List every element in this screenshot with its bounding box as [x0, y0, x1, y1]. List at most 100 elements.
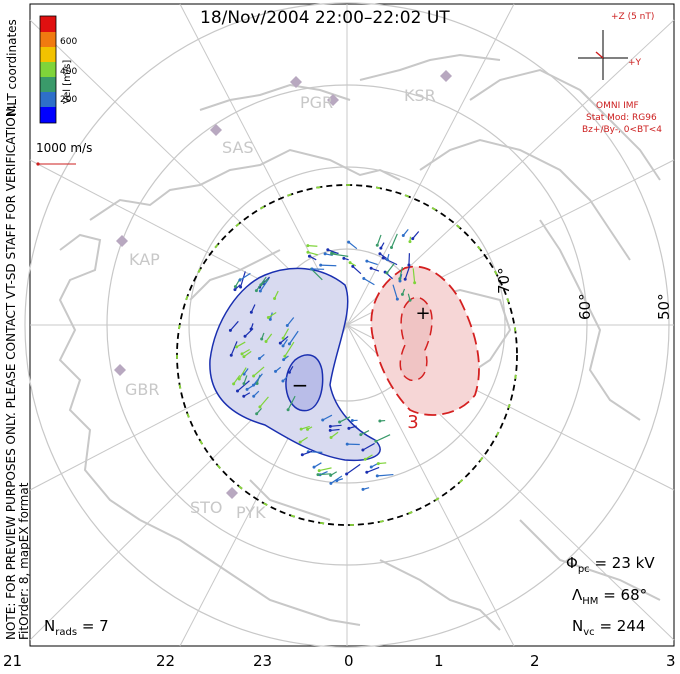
velocity-vector-origin: [235, 345, 239, 349]
velocity-vector: [286, 317, 295, 326]
velocity-vector-origin: [255, 381, 259, 385]
velocity-vector-origin: [401, 234, 405, 238]
velocity-vector: [399, 266, 403, 279]
velocity-vector: [260, 278, 269, 286]
velocity-vector-origin: [258, 405, 262, 409]
velocity-vector-origin: [329, 473, 333, 477]
velocity-vector-origin: [252, 374, 256, 378]
positive-potential-cell: + 3: [370, 265, 480, 433]
velocity-vector-origin: [329, 435, 333, 439]
velocity-vector-origin: [249, 310, 253, 314]
latitude-label-50: 50°: [655, 293, 673, 320]
coastlines: [58, 53, 661, 631]
velocity-vector: [259, 396, 269, 408]
velocity-vector-origin: [307, 254, 311, 258]
velocity-vector-origin: [287, 342, 291, 346]
velocity-vector: [311, 268, 323, 281]
velocity-vector-origin: [398, 277, 402, 281]
heppner-maynard-boundary: [176, 184, 518, 526]
velocity-vector: [320, 264, 337, 267]
velocity-vector-origin: [306, 244, 310, 248]
velocity-vector-origin: [347, 240, 351, 244]
velocity-vector-origin: [350, 419, 354, 423]
velocity-vector: [319, 467, 332, 472]
mlt-label-2: 2: [530, 652, 540, 670]
phi-value: = 23 kV: [594, 554, 655, 572]
velocity-vector-origin: [365, 470, 369, 474]
coordinates-label: MLT coordinates: [5, 19, 19, 116]
station-marker-pgr: [327, 94, 339, 106]
velocity-vector: [239, 272, 251, 281]
velocity-vector-origin: [326, 248, 330, 252]
imf-condition: Bz+/By-, 0<BT<4: [582, 125, 662, 135]
velocity-vector-origin: [323, 252, 327, 256]
velocity-vector: [412, 231, 420, 239]
stat-nrads: Nrads = 7: [44, 617, 109, 638]
velocity-vector-origin: [413, 281, 417, 285]
negative-potential-cell: −: [209, 267, 381, 462]
velocity-vector: [366, 466, 380, 473]
velocity-vector-origin: [285, 323, 289, 327]
velocity-vector: [236, 341, 246, 348]
station-marker-ksr: [440, 70, 452, 82]
velocity-vector-origin: [312, 465, 316, 469]
phi-symbol: Φ: [566, 554, 578, 572]
velocity-vector-origin: [338, 420, 342, 424]
velocity-vector-origin: [348, 261, 352, 265]
velocity-vector-origin: [329, 481, 333, 485]
colorbar-tick-400: 400: [60, 67, 78, 77]
velocity-vector-origin: [281, 344, 285, 348]
velocity-vector: [330, 428, 340, 432]
station-sas: SAS: [222, 138, 254, 157]
velocity-vector-origin: [233, 285, 237, 289]
velocity-vector-origin: [266, 316, 270, 320]
lambda-sub: HM: [582, 596, 599, 607]
velocity-vector-origin: [283, 354, 287, 358]
velocity-vector-origin: [243, 334, 247, 338]
colorbar-tick-600: 600: [60, 37, 78, 47]
velocity-scale-arrow: [36, 162, 76, 166]
velocity-vectors: [228, 228, 420, 491]
potential-max-marker: +: [415, 303, 430, 324]
mlt-label-23: 23: [253, 652, 273, 670]
station-sto: STO: [190, 498, 223, 517]
velocity-vector: [230, 341, 238, 356]
velocity-vector: [327, 249, 339, 255]
velocity-vector: [288, 330, 299, 345]
velocity-vector: [331, 253, 349, 257]
mlt-label-22: 22: [156, 652, 176, 670]
velocity-vector-origin: [228, 328, 232, 332]
velocity-vector-origin: [363, 457, 367, 461]
velocity-vector-origin: [251, 383, 255, 387]
station-marker-extra: [290, 76, 302, 88]
velocity-vector-origin: [345, 442, 349, 446]
velocity-vector: [386, 262, 395, 274]
velocity-vector-origin: [390, 245, 394, 249]
velocity-vector-origin: [317, 469, 321, 473]
station-kap: KAP: [129, 250, 160, 269]
mlt-label-0: 0: [344, 652, 354, 670]
velocity-vector-origin: [278, 341, 282, 345]
velocity-vector-origin: [237, 377, 241, 381]
velocity-vector-origin: [330, 252, 334, 256]
velocity-vector-origin: [264, 340, 268, 344]
velocity-vector-origin: [374, 439, 378, 443]
colorbar-tick-200: 200: [60, 95, 78, 105]
velocity-vector-origin: [342, 256, 346, 260]
velocity-vector-origin: [365, 259, 369, 263]
velocity-vector: [253, 366, 265, 377]
velocity-vector-origin: [362, 276, 366, 280]
velocity-vector-origin: [361, 487, 365, 491]
velocity-vector-origin: [408, 298, 412, 302]
stat-model: Stat Mod: RG96: [586, 113, 657, 123]
velocity-vector: [253, 373, 263, 386]
velocity-vector-origin: [395, 297, 399, 301]
velocity-vector-origin: [328, 428, 332, 432]
velocity-vector-origin: [359, 433, 363, 437]
imf-bz-label: +Z (5 nT): [611, 12, 655, 22]
velocity-vector: [233, 374, 241, 385]
velocity-vector-origin: [378, 419, 382, 423]
velocity-vector-origin: [369, 266, 373, 270]
velocity-scale-label: 1000 m/s: [36, 141, 93, 155]
velocity-vector-origin: [328, 424, 332, 428]
